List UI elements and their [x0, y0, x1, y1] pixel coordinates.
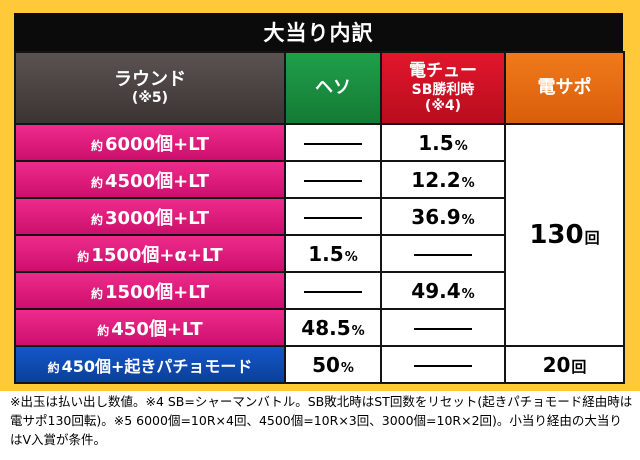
- heso-cell: [284, 271, 382, 310]
- round-label: 約 1500個+α+LT: [14, 234, 286, 273]
- table-row: 約 450個+LT 48.5%: [14, 308, 624, 347]
- round-label: 約 6000個+LT: [14, 123, 286, 162]
- none-dash: [414, 365, 472, 367]
- header-round-sub: (※5): [131, 90, 169, 107]
- table-row: 約 3000個+LT 36.9%: [14, 197, 624, 236]
- densapo-last-cell: 20回: [504, 345, 625, 384]
- denchu-cell: 36.9%: [380, 197, 506, 236]
- denchu-cell: 49.4%: [380, 271, 506, 310]
- header-round: ラウンド (※5): [14, 51, 286, 125]
- heso-cell: [284, 160, 382, 199]
- heso-cell: 50%: [284, 345, 382, 384]
- header-heso: ヘソ: [284, 51, 382, 125]
- header-row: ラウンド (※5) ヘソ 電チュー SB勝利時 (※4) 電サポ: [14, 51, 625, 125]
- table-row: 約 1500個+α+LT 1.5%: [14, 234, 624, 273]
- heso-cell: [284, 123, 382, 162]
- jackpot-breakdown-table: ラウンド (※5) ヘソ 電チュー SB勝利時 (※4) 電サポ 約 6000個+…: [14, 51, 625, 384]
- header-denchu-label: 電チュー: [409, 61, 477, 82]
- none-dash: [304, 180, 362, 182]
- header-round-label: ラウンド: [114, 68, 186, 90]
- round-label: 約 3000個+LT: [14, 197, 286, 236]
- none-dash: [304, 217, 362, 219]
- denchu-cell: [380, 234, 506, 273]
- heso-cell: [284, 197, 382, 236]
- round-label: 約 4500個+LT: [14, 160, 286, 199]
- denchu-cell: 1.5%: [380, 123, 506, 162]
- round-label: 約 450個+LT: [14, 308, 286, 347]
- header-denchu-sub1: SB勝利時: [411, 81, 475, 98]
- footnote: ※出玉は払い出し数値。※4 SB=シャーマンバトル。SB敗北時はST回数をリセッ…: [10, 394, 633, 447]
- header-densapo: 電サポ: [504, 51, 625, 125]
- none-dash: [414, 328, 472, 330]
- table-row: 約 6000個+LT 1.5% 130回: [14, 123, 625, 347]
- table-row: 約 4500個+LT 12.2%: [14, 160, 624, 199]
- round-label: 約 450個+起きパチョモード: [14, 345, 286, 384]
- densapo-main-cell: 130回: [504, 123, 625, 347]
- table-row: 約 1500個+LT 49.4%: [14, 271, 624, 310]
- denchu-cell: 12.2%: [380, 160, 506, 199]
- denchu-cell: [380, 308, 506, 347]
- none-dash: [304, 291, 362, 293]
- table-row: 約 450個+起きパチョモード 50% 20回: [14, 345, 625, 384]
- header-denchu-sub2: (※4): [424, 97, 462, 114]
- table-title: 大当り内訳: [14, 13, 623, 51]
- header-denchu: 電チュー SB勝利時 (※4): [380, 51, 506, 125]
- denchu-cell: [380, 345, 506, 384]
- heso-cell: 48.5%: [284, 308, 382, 347]
- round-label: 約 1500個+LT: [14, 271, 286, 310]
- none-dash: [304, 143, 362, 145]
- heso-cell: 1.5%: [284, 234, 382, 273]
- none-dash: [414, 254, 472, 256]
